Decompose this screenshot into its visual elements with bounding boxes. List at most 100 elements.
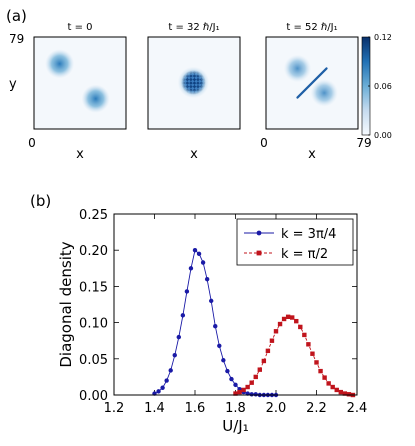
density-blob — [283, 54, 312, 83]
data-point — [237, 389, 242, 395]
x-axis-label: x — [308, 147, 316, 162]
data-point — [330, 384, 335, 390]
data-point — [294, 318, 299, 324]
data-point — [200, 260, 206, 265]
frame-title: t = 0 — [67, 22, 92, 33]
data-point — [217, 343, 222, 348]
y-tick-label: 0.10 — [79, 317, 108, 332]
data-point — [221, 358, 226, 363]
data-point — [261, 358, 267, 364]
legend-label: k = 3π/4 — [281, 227, 336, 242]
data-point — [213, 324, 218, 329]
legend-label: k = π/2 — [281, 247, 328, 262]
x-tick-label: 1.4 — [144, 401, 165, 416]
y-axis-label: y — [9, 77, 17, 92]
data-point — [225, 368, 230, 374]
y-tick-label: 0.20 — [79, 244, 108, 259]
diagonal-streak — [296, 67, 328, 99]
data-point — [233, 382, 238, 388]
colorbar: 0.00 0.06 0.12 — [361, 33, 392, 140]
data-point — [184, 289, 190, 294]
series-k-3pi-4 — [152, 248, 279, 398]
heatmap-frame: t = 32 ℏ/J₁ x — [147, 22, 241, 162]
data-point — [342, 391, 348, 396]
frame-title: t = 52 ℏ/J₁ — [286, 22, 337, 33]
data-point — [249, 380, 254, 385]
data-point — [253, 374, 258, 380]
data-point — [253, 392, 258, 397]
legend-box — [236, 218, 354, 266]
y-tick-label: 0.15 — [79, 280, 108, 295]
data-point — [277, 321, 283, 327]
heatmap-frame: t = 0 x — [33, 22, 127, 162]
x-tick-label: 2.2 — [306, 401, 327, 416]
data-point — [346, 392, 352, 397]
y-tick-label: 0.00 — [79, 389, 108, 404]
legend-marker — [256, 230, 262, 236]
data-point — [172, 352, 177, 358]
data-point — [310, 351, 315, 356]
colorbar-tick-label: 0.12 — [374, 33, 392, 42]
data-point — [338, 389, 343, 395]
series-k-pi-2 — [233, 314, 356, 398]
x-tick-label: 2.4 — [347, 401, 368, 416]
heatmap-frame-border — [33, 36, 127, 130]
plot-frame — [113, 213, 358, 396]
data-point — [322, 375, 327, 380]
data-point — [192, 248, 198, 253]
data-point — [318, 368, 323, 374]
data-point — [160, 385, 165, 390]
data-point — [164, 378, 169, 383]
data-point — [302, 332, 307, 338]
data-point — [229, 376, 234, 382]
x-tick-label: 0 — [260, 136, 268, 150]
data-point — [298, 324, 303, 330]
legend-marker — [256, 250, 262, 256]
data-point — [245, 384, 250, 390]
data-point — [156, 389, 161, 394]
x-tick-label: 1.6 — [185, 401, 206, 416]
data-point — [285, 314, 291, 320]
density-blob — [310, 79, 339, 107]
heatmap-frame-border — [265, 36, 359, 130]
y-tick-label: 79 — [9, 32, 24, 46]
heatmap-panel: t = 0 x t = 32 ℏ/J₁ x t = 52 ℏ/J₁ x 79 y 0 0 79 — [9, 22, 372, 162]
data-point — [233, 391, 238, 396]
frame-title: t = 32 ℏ/J₁ — [168, 22, 219, 33]
legend: k = 3π/4 k = π/2 — [236, 218, 354, 266]
x-tick-label: 79 — [356, 136, 371, 150]
x-axis-label: x — [190, 147, 198, 162]
colorbar-tick-label: 0.00 — [374, 131, 392, 140]
panel-a-label: (a) — [6, 7, 27, 25]
data-point — [326, 381, 331, 386]
x-tick-label: 1.2 — [104, 401, 125, 416]
line-chart: 1.2 1.4 1.6 1.8 2.0 2.2 2.4 0.00 0.05 0.10 0.15 0.2… — [57, 208, 367, 435]
data-point — [290, 315, 295, 320]
x-tick-label: 0 — [28, 136, 36, 150]
density-blob — [81, 84, 110, 113]
data-point — [281, 316, 287, 322]
data-point — [269, 338, 275, 343]
y-tick-label: 0.05 — [79, 353, 108, 368]
y-axis-label: Diagonal density — [57, 241, 75, 367]
colorbar-tick-label: 0.06 — [374, 82, 392, 91]
data-point — [196, 251, 202, 257]
x-tick-label: 1.8 — [225, 401, 246, 416]
heatmap-frame-border — [147, 36, 241, 130]
data-point — [176, 334, 181, 340]
data-point — [273, 329, 279, 334]
x-tick-label: 2.0 — [266, 401, 287, 416]
heatmap-background — [34, 37, 126, 129]
data-point — [209, 298, 214, 304]
data-point — [204, 276, 210, 282]
density-blob — [45, 49, 75, 79]
data-point — [334, 387, 339, 393]
data-point — [314, 360, 319, 365]
heatmap-frame: t = 52 ℏ/J₁ x — [265, 22, 359, 162]
x-axis-label: x — [76, 147, 84, 162]
data-point — [265, 348, 271, 354]
panel-b-label: (b) — [30, 192, 51, 210]
interference-pattern — [181, 70, 206, 95]
data-point — [249, 392, 254, 397]
data-point — [188, 266, 194, 271]
